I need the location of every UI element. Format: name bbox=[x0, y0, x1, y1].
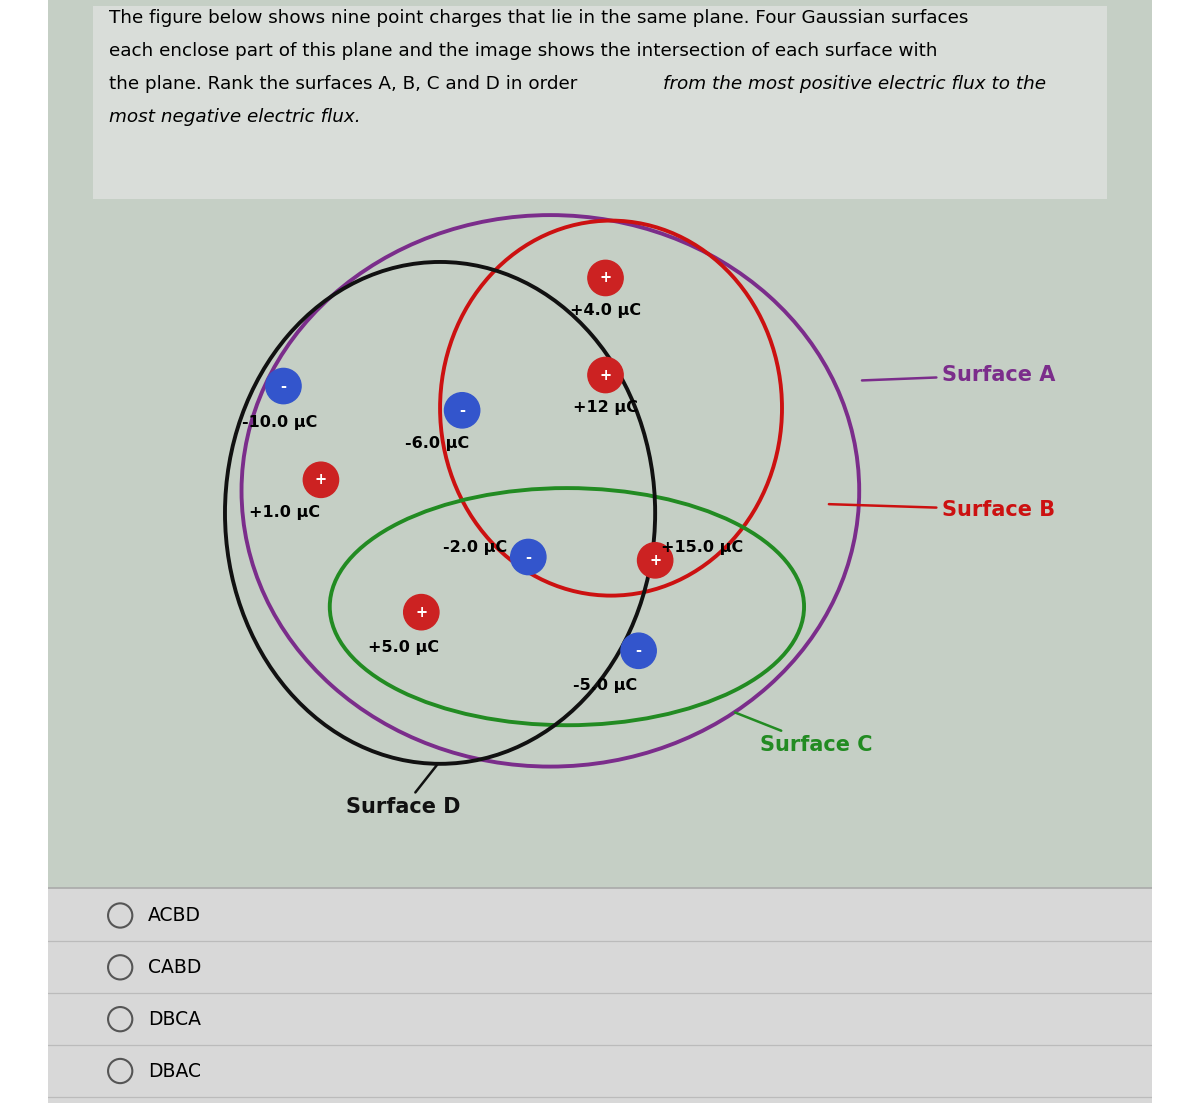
Text: DBAC: DBAC bbox=[148, 1061, 200, 1081]
Circle shape bbox=[403, 595, 439, 630]
Text: +: + bbox=[600, 270, 612, 286]
Text: +15.0 μC: +15.0 μC bbox=[661, 540, 743, 556]
Text: +: + bbox=[600, 367, 612, 383]
Text: +4.0 μC: +4.0 μC bbox=[570, 303, 641, 319]
Text: +: + bbox=[415, 604, 427, 620]
Text: +1.0 μC: +1.0 μC bbox=[250, 505, 320, 521]
Circle shape bbox=[511, 539, 546, 575]
Text: +5.0 μC: +5.0 μC bbox=[368, 640, 439, 655]
Text: DBCA: DBCA bbox=[148, 1009, 200, 1029]
Text: -: - bbox=[636, 643, 642, 658]
Bar bbox=[48, 888, 1152, 1103]
Circle shape bbox=[304, 462, 338, 497]
Text: each enclose part of this plane and the image shows the intersection of each sur: each enclose part of this plane and the … bbox=[109, 42, 937, 60]
Text: -10.0 μC: -10.0 μC bbox=[241, 415, 317, 430]
Bar bbox=[48, 0, 1152, 888]
Text: +: + bbox=[314, 472, 328, 488]
Text: from the most positive electric flux to the: from the most positive electric flux to … bbox=[662, 75, 1046, 93]
Text: -6.0 μC: -6.0 μC bbox=[404, 436, 469, 451]
Text: +12 μC: +12 μC bbox=[574, 400, 638, 416]
Bar bbox=[92, 6, 1108, 199]
Circle shape bbox=[637, 543, 673, 578]
Text: Surface B: Surface B bbox=[829, 500, 1055, 520]
Text: -: - bbox=[281, 378, 287, 394]
Text: Surface A: Surface A bbox=[862, 365, 1055, 385]
Text: +: + bbox=[649, 553, 661, 568]
Circle shape bbox=[620, 633, 656, 668]
Circle shape bbox=[588, 260, 623, 296]
Text: The figure below shows nine point charges that lie in the same plane. Four Gauss: The figure below shows nine point charge… bbox=[109, 9, 968, 26]
Text: most negative electric flux.: most negative electric flux. bbox=[109, 108, 361, 126]
Circle shape bbox=[588, 357, 623, 393]
Circle shape bbox=[265, 368, 301, 404]
Circle shape bbox=[444, 393, 480, 428]
Text: Surface C: Surface C bbox=[734, 713, 872, 754]
Text: the plane. Rank the surfaces A, B, C and D in order: the plane. Rank the surfaces A, B, C and… bbox=[109, 75, 583, 93]
Text: Surface D: Surface D bbox=[347, 763, 461, 817]
Text: -: - bbox=[526, 549, 532, 565]
Text: CABD: CABD bbox=[148, 957, 202, 977]
Text: -2.0 μC: -2.0 μC bbox=[443, 540, 508, 556]
Text: -5.0 μC: -5.0 μC bbox=[574, 678, 637, 694]
Text: ACBD: ACBD bbox=[148, 906, 200, 925]
Text: -: - bbox=[460, 403, 466, 418]
